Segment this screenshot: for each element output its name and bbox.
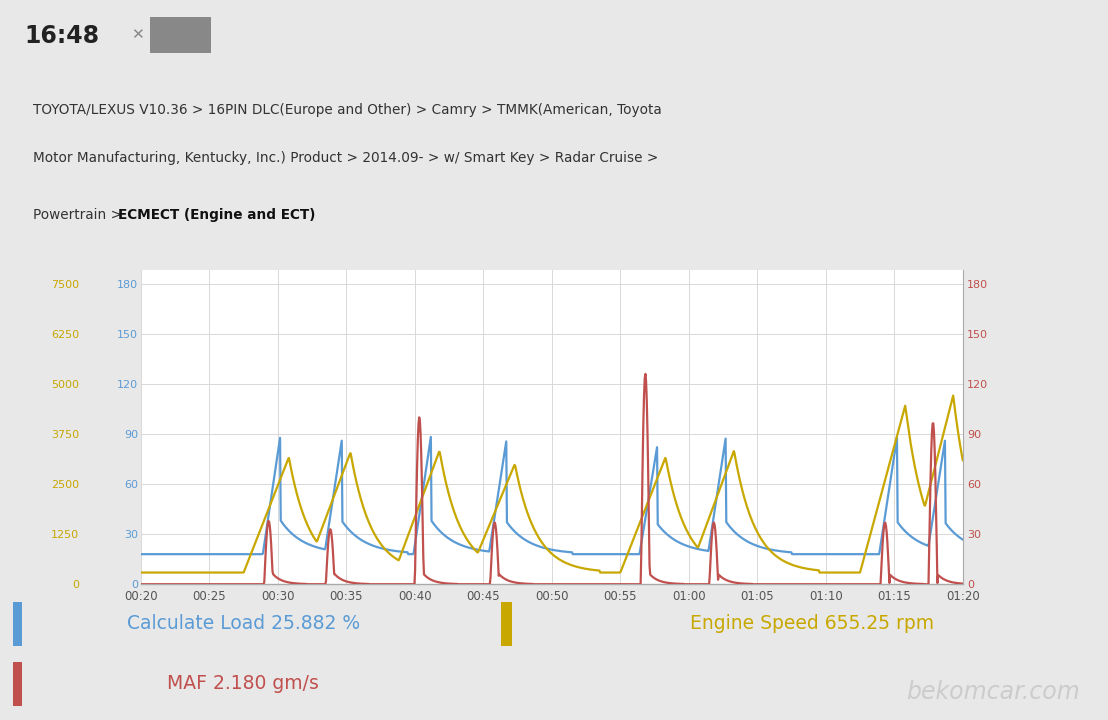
Text: ✕: ✕ [131, 27, 144, 42]
Text: bekomcar.com: bekomcar.com [906, 680, 1080, 703]
Text: Motor Manufacturing, Kentucky, Inc.) Product > 2014.09- > w/ Smart Key > Radar C: Motor Manufacturing, Kentucky, Inc.) Pro… [33, 150, 658, 165]
Text: Calculate Load 25.882 %: Calculate Load 25.882 % [126, 614, 360, 634]
Bar [501, 602, 512, 646]
Text: MAF 2.180 gm/s: MAF 2.180 gm/s [167, 674, 319, 693]
Text: TOYOTA/LEXUS V10.36 > 16PIN DLC(Europe and Other) > Camry > TMMK(American, Toyot: TOYOTA/LEXUS V10.36 > 16PIN DLC(Europe a… [33, 103, 661, 117]
Text: Powertrain >: Powertrain > [33, 208, 126, 222]
Text: Engine Speed 655.25 rpm: Engine Speed 655.25 rpm [690, 614, 934, 634]
Bar [13, 662, 21, 706]
Text: ECMECT (Engine and ECT): ECMECT (Engine and ECT) [119, 208, 316, 222]
Text: 16:48: 16:48 [24, 24, 100, 48]
Bar [13, 602, 21, 646]
Bar [150, 17, 211, 53]
